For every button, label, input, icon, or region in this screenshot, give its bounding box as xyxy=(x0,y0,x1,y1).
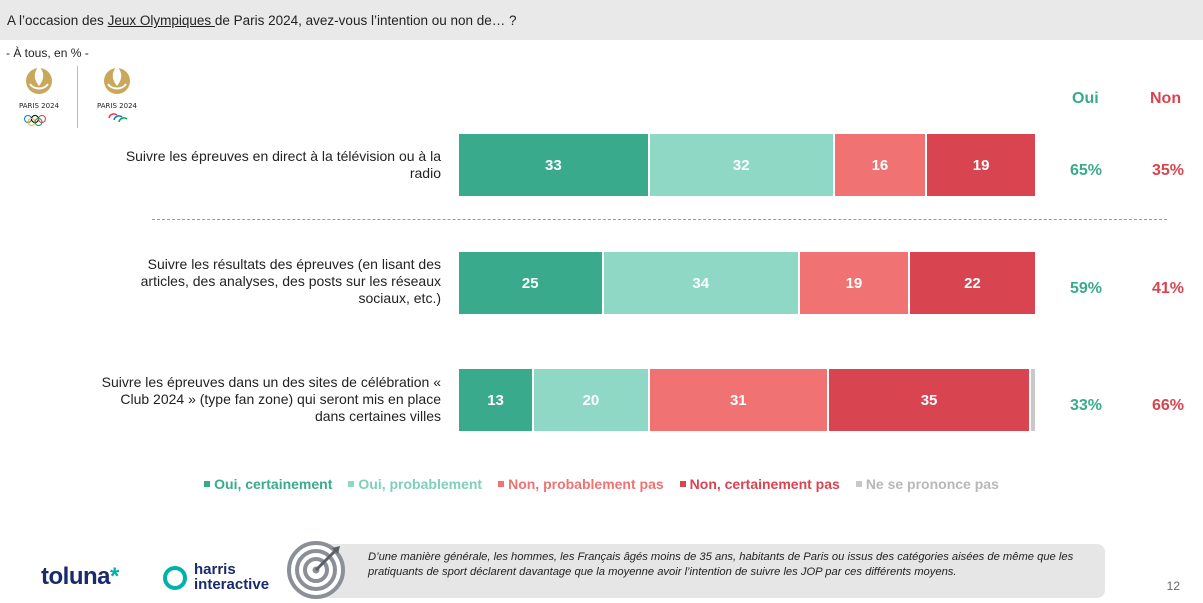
logo-separator xyxy=(77,66,78,128)
target-icon xyxy=(287,541,345,599)
legend-swatch xyxy=(855,481,862,487)
bar-row-2: 13 20 31 35 xyxy=(459,369,1037,431)
legend-label: Ne se prononce pas xyxy=(865,476,999,492)
legend-item-oui-certainement: Oui, certainement xyxy=(204,476,332,492)
seg-non-probablement-pas: 19 xyxy=(800,252,910,314)
row-label-club-2024: Suivre les épreuves dans un des sites de… xyxy=(101,374,441,424)
row-label-television: Suivre les épreuves en direct à la télév… xyxy=(125,148,441,181)
seg-non-probablement-pas: 16 xyxy=(834,134,928,196)
row-divider xyxy=(152,219,1167,220)
legend-label: Non, certainement pas xyxy=(689,476,840,492)
seg-oui-probablement: 20 xyxy=(534,369,650,431)
legend-label: Oui, certainement xyxy=(214,476,333,492)
legend-item-non-probablement-pas: Non, probablement pas xyxy=(498,476,664,492)
footer-note-box xyxy=(305,544,1105,598)
paris-2024-olympic-logo: PARIS 2024 xyxy=(19,66,60,126)
legend-swatch xyxy=(679,481,686,487)
legend-swatch xyxy=(204,481,211,487)
total-oui-2: 33% xyxy=(1070,397,1103,414)
row-label-resultats: Suivre les résultats des épreuves (en li… xyxy=(140,256,441,306)
header-bar: A l’occasion des Jeux Olympiques de Pari… xyxy=(0,0,1203,40)
total-non-0: 35% xyxy=(1152,162,1185,179)
seg-non-probablement-pas: 31 xyxy=(649,369,829,431)
page-number: 12 xyxy=(1166,579,1180,593)
total-non-1: 41% xyxy=(1152,280,1185,297)
bar-row-1: 25 34 19 22 xyxy=(459,252,1037,314)
seg-ne-se-prononce-pas xyxy=(1031,369,1037,431)
harris-interactive-logo: harris interactive xyxy=(194,561,270,593)
legend-item-oui-probablement: Oui, probablement xyxy=(348,476,482,492)
seg-non-certainement-pas: 19 xyxy=(927,134,1037,196)
legend-swatch xyxy=(498,481,505,487)
base-subtitle: - À tous, en % - xyxy=(6,46,89,60)
question-title: A l’occasion des Jeux Olympiques de Pari… xyxy=(7,13,517,28)
harris-interactive-ring-icon xyxy=(163,566,187,590)
seg-oui-certainement: 25 xyxy=(459,252,604,314)
seg-oui-certainement: 13 xyxy=(459,369,535,431)
non-column-header: Non xyxy=(1150,90,1182,107)
paris-2024-paralympic-logo: PARIS 2024 xyxy=(97,66,138,123)
seg-non-certainement-pas: 35 xyxy=(828,369,1032,431)
seg-oui-probablement: 34 xyxy=(603,252,801,314)
jeux-olympiques-link: Jeux Olympiques xyxy=(107,13,215,28)
total-non-2: 66% xyxy=(1152,397,1185,414)
legend-item-ne-se-prononce-pas: Ne se prononce pas xyxy=(855,476,999,492)
legend-item-non-certainement-pas: Non, certainement pas xyxy=(679,476,840,492)
seg-non-certainement-pas: 22 xyxy=(909,252,1037,314)
legend-label: Oui, probablement xyxy=(358,476,483,492)
olympic-logo-text: PARIS 2024 xyxy=(19,102,60,110)
footer-note: D’une manière générale, les hommes, les … xyxy=(368,551,1074,578)
legend: Oui, certainement Oui, probablement Non, p… xyxy=(0,476,1203,492)
bar-row-0: 33 32 16 19 xyxy=(459,134,1037,196)
toluna-logo: toluna* xyxy=(41,563,119,590)
total-oui-0: 65% xyxy=(1070,162,1103,179)
legend-swatch xyxy=(348,481,355,487)
oui-column-header: Oui xyxy=(1072,90,1099,107)
total-oui-1: 59% xyxy=(1070,280,1103,297)
seg-oui-probablement: 32 xyxy=(649,134,835,196)
toluna-star-icon: * xyxy=(110,563,119,590)
seg-oui-certainement: 33 xyxy=(459,134,650,196)
legend-label: Non, probablement pas xyxy=(508,476,664,492)
paralympic-logo-text: PARIS 2024 xyxy=(97,102,138,110)
